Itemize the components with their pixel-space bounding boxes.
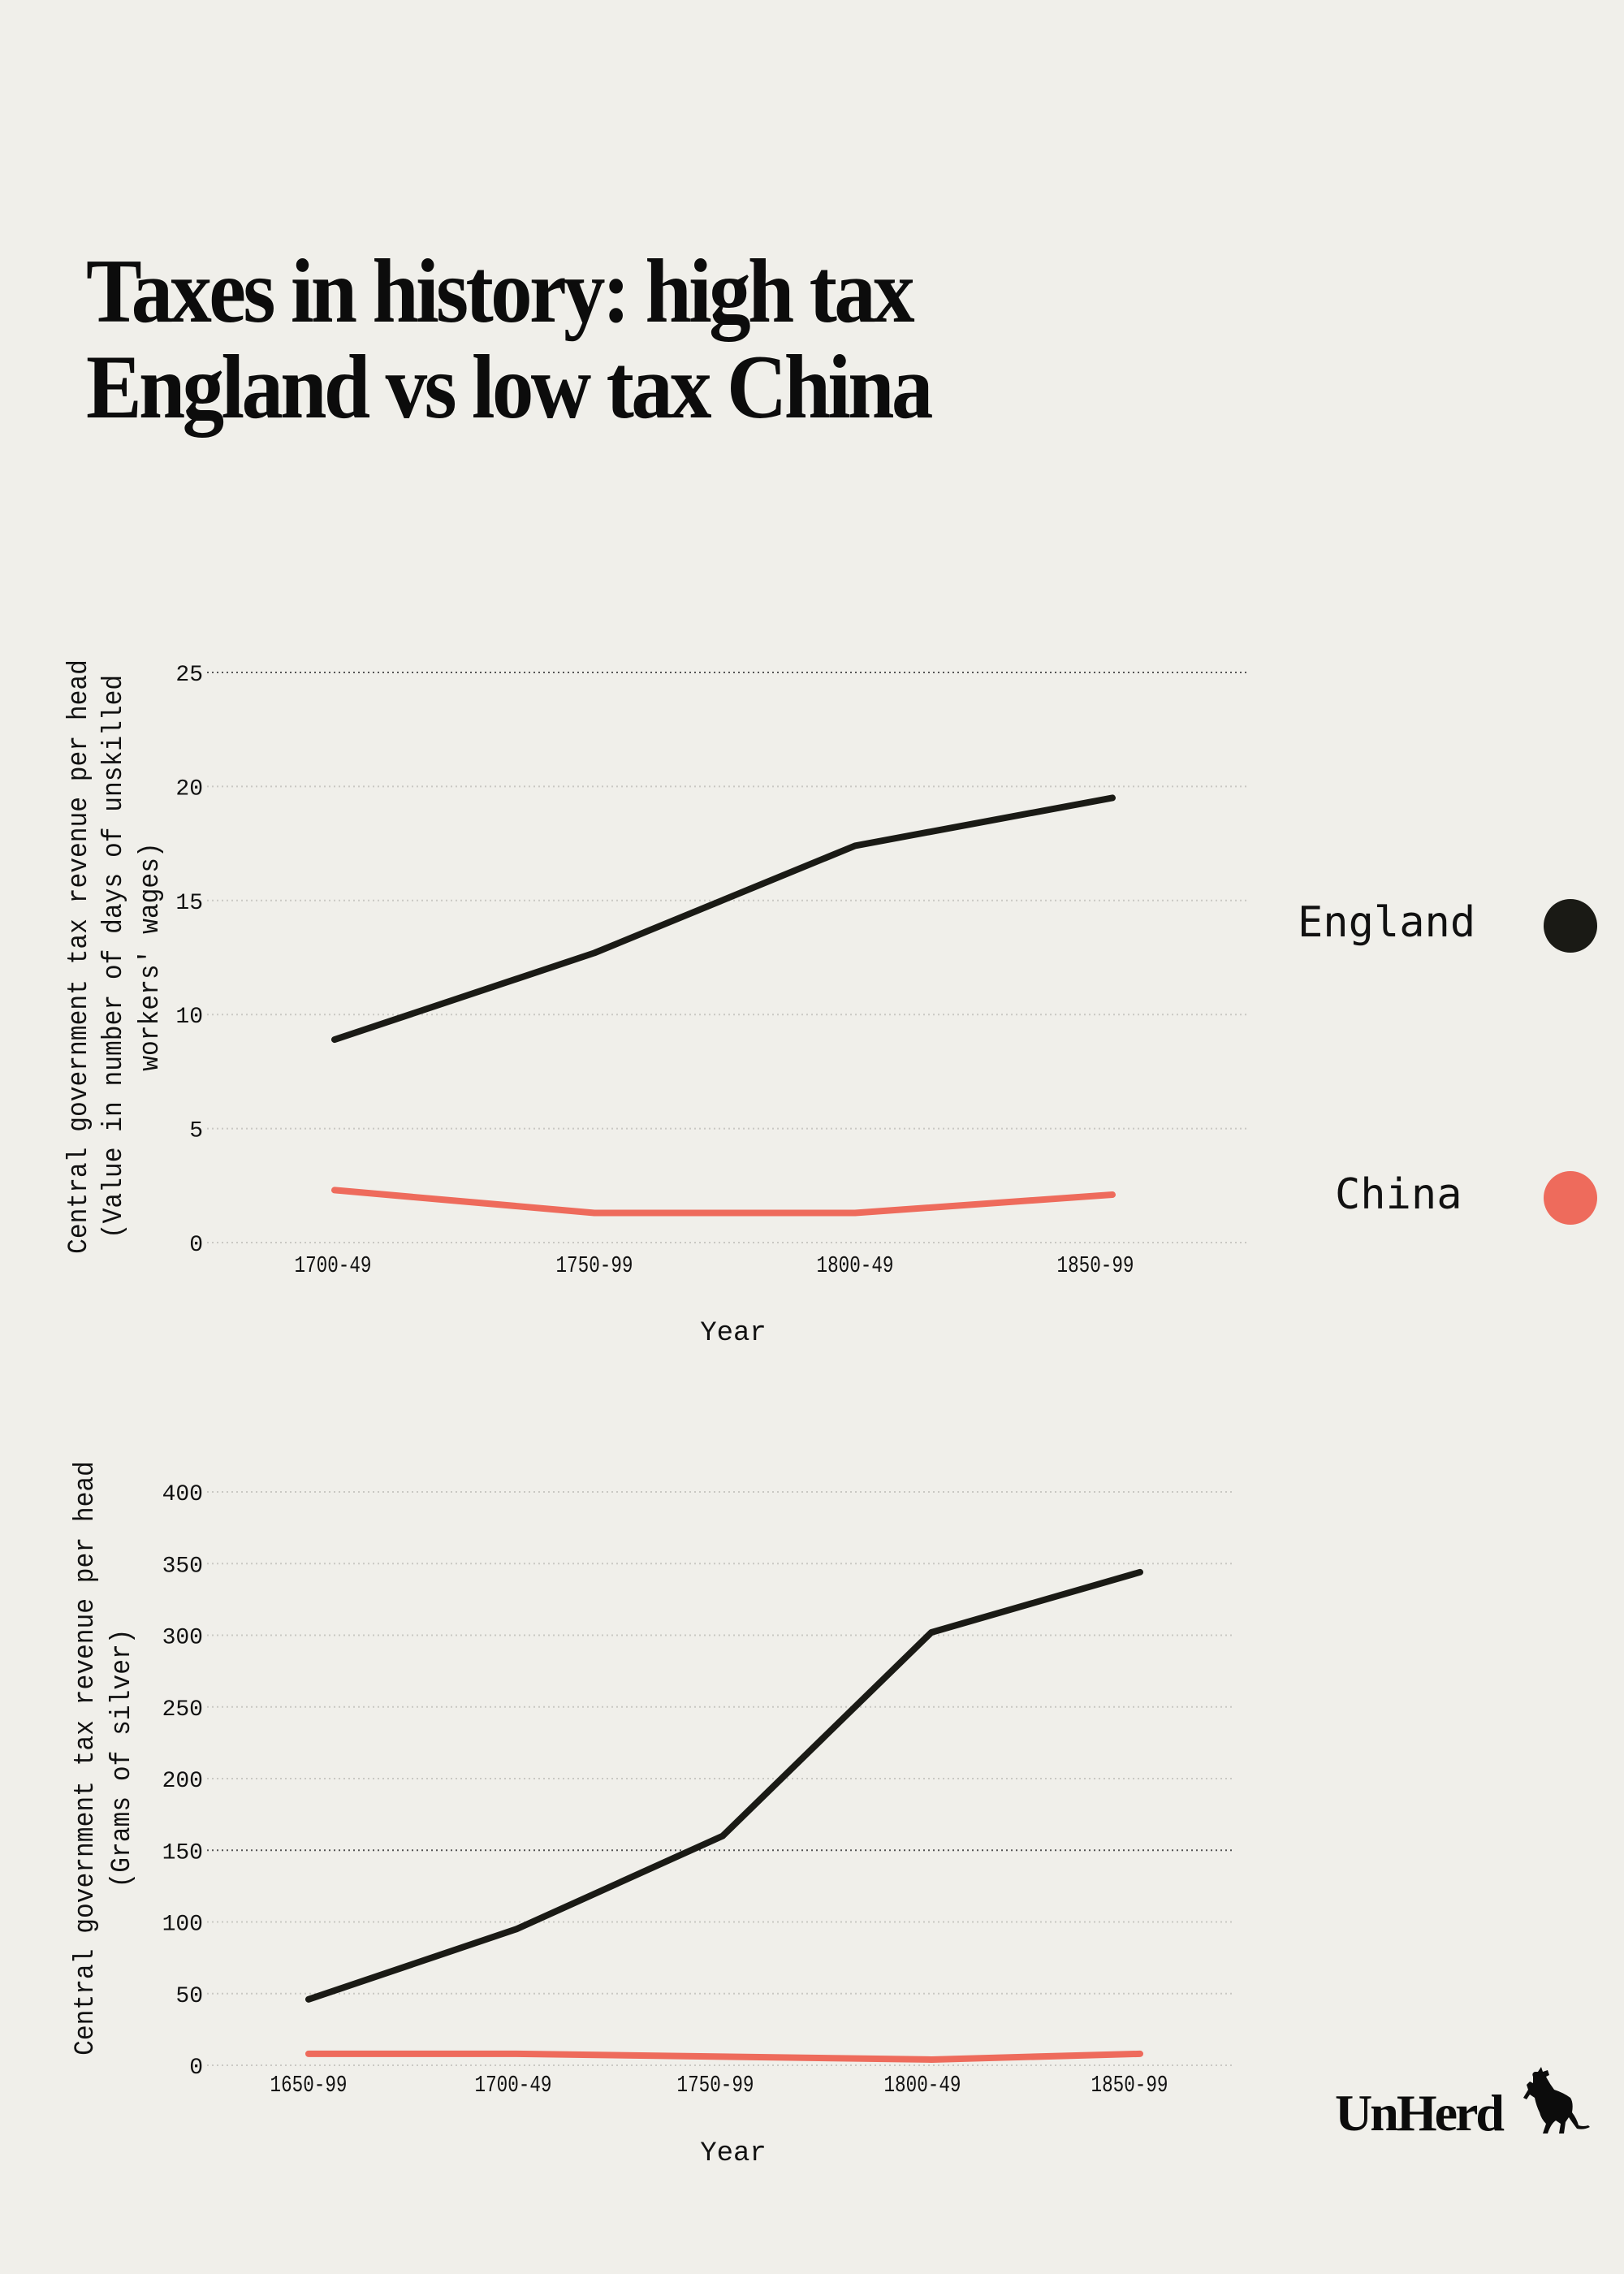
chart-days-wages: 0 5 10 15 20 25 1700-49 1750-99 1800-49 1850-99 Ye… [63, 659, 1246, 1349]
x-tick-label: 1700-49 [475, 2071, 552, 2098]
x-axis-title: Year [700, 2138, 767, 2169]
y-tick-label: 200 [162, 1769, 203, 1794]
y-tick-label: 150 [162, 1840, 203, 1865]
x-tick-label: 1650-99 [270, 2071, 348, 2098]
series-line-china [305, 2050, 1143, 2063]
x-tick-label: 1850-99 [1057, 1252, 1134, 1278]
legend-label-england: England [1298, 898, 1476, 947]
y-axis-title-line: workers' wages) [135, 842, 166, 1070]
legend-dot-england-icon [1544, 899, 1597, 953]
y-tick-label: 250 [162, 1697, 203, 1723]
y-tick-label: 400 [162, 1482, 203, 1507]
y-tick-label: 100 [162, 1913, 203, 1938]
cow-icon [1523, 2067, 1590, 2133]
title-line-1: Taxes in history: high tax [86, 241, 915, 342]
x-tick-label: 1750-99 [677, 2071, 754, 2098]
y-tick-label: 20 [175, 776, 203, 802]
x-tick-label: 1750-99 [556, 1252, 633, 1278]
series-line-england [305, 1568, 1143, 2003]
x-tick-label: 1800-49 [884, 2071, 961, 2098]
y-tick-label: 5 [189, 1119, 203, 1144]
logo-text: UnHerd [1335, 2084, 1505, 2142]
title-line-2: England vs low tax China [86, 337, 933, 438]
y-axis-title-line: Central government tax revenue per head [70, 1461, 102, 2056]
legend-dot-china-icon [1544, 1171, 1597, 1225]
x-tick-label: 1850-99 [1091, 2071, 1168, 2098]
series-line-england [331, 794, 1116, 1044]
y-axis-title-line: Central government tax revenue per head [63, 659, 95, 1254]
y-tick-label: 0 [189, 1233, 203, 1258]
series-line-china [331, 1187, 1116, 1217]
y-tick-label: 300 [162, 1626, 203, 1651]
page-title: Taxes in history: high tax England vs lo… [86, 244, 1057, 435]
x-tick-label: 1700-49 [295, 1252, 372, 1278]
y-axis-title-line: (Value in number of days of unskilled [98, 675, 130, 1239]
y-tick-label: 25 [175, 663, 203, 688]
y-axis-title-line: (Grams of silver) [106, 1629, 138, 1888]
y-tick-label: 0 [189, 2056, 203, 2081]
x-tick-label: 1800-49 [817, 1252, 894, 1278]
y-tick-label: 50 [175, 1984, 203, 2009]
y-tick-label: 15 [175, 891, 203, 916]
y-tick-label: 350 [162, 1554, 203, 1579]
y-tick-label: 10 [175, 1005, 203, 1030]
x-axis-title: Year [700, 1318, 767, 1349]
legend-label-china: China [1335, 1170, 1462, 1219]
